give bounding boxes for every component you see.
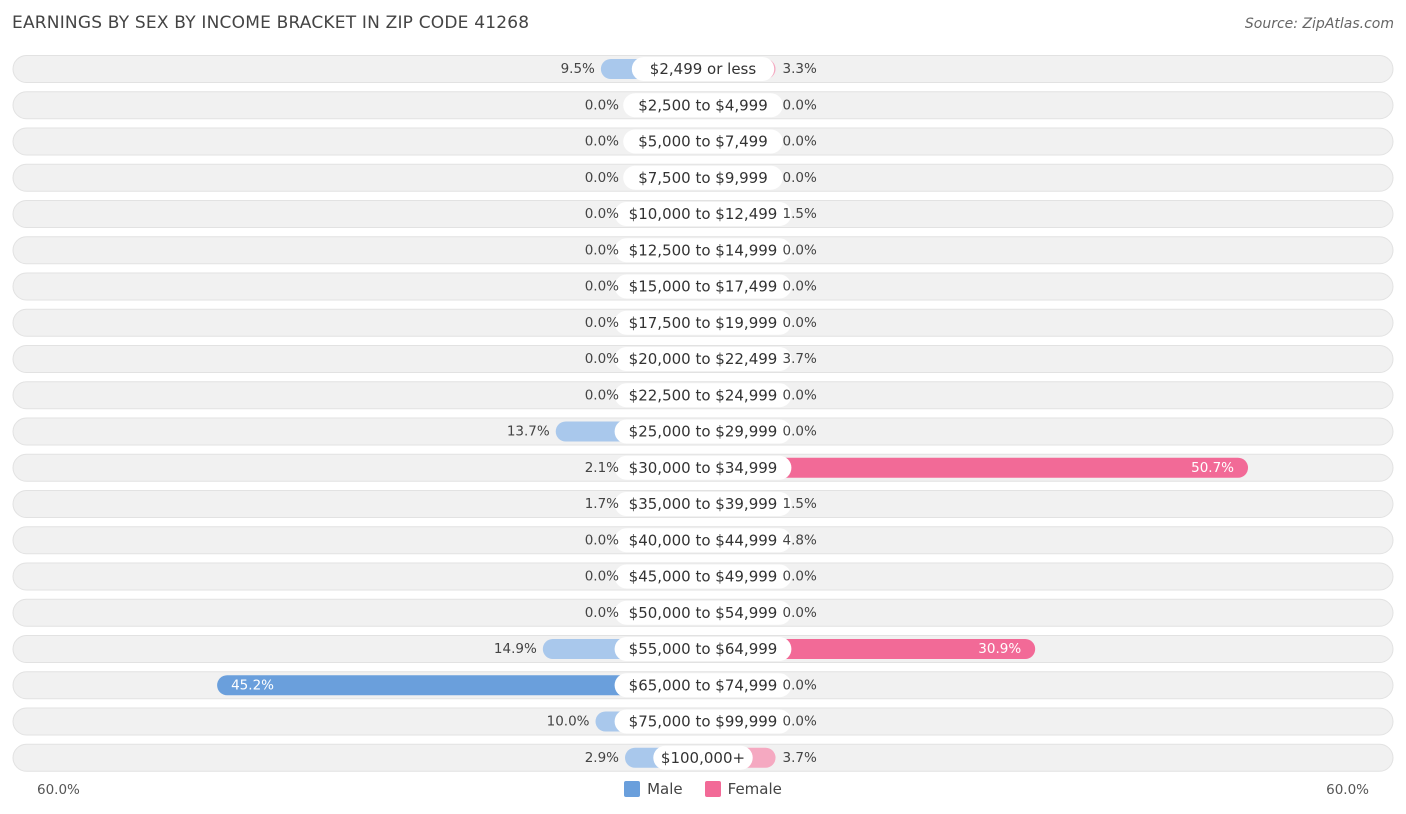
- category-label: $7,500 to $9,999: [638, 169, 768, 187]
- category-label-bg: [614, 709, 792, 734]
- category-label-bg: [614, 347, 792, 371]
- bar-male: [217, 675, 703, 696]
- legend-label-male: Male: [647, 780, 683, 798]
- chart-title: EARNINGS BY SEX BY INCOME BRACKET IN ZIP…: [12, 13, 530, 33]
- value-label-female: 3.3%: [783, 61, 817, 77]
- value-label-male: 0.0%: [585, 532, 619, 548]
- value-label-female: 0.0%: [783, 677, 817, 693]
- category-label-bg: [614, 673, 792, 698]
- category-label-bg: [614, 564, 792, 589]
- value-label-male: 0.0%: [585, 170, 619, 186]
- legend: Male Female: [0, 780, 1406, 798]
- category-label-bg: [614, 528, 792, 553]
- category-label-bg: [614, 419, 792, 444]
- legend-label-female: Female: [727, 780, 782, 798]
- value-label-male: 0.0%: [585, 206, 619, 222]
- category-label-bg: [631, 57, 775, 81]
- source-label: Source: ZipAtlas.com: [1244, 16, 1394, 32]
- category-label: $22,500 to $24,999: [629, 386, 778, 404]
- category-label: $35,000 to $39,999: [629, 495, 778, 513]
- value-label-male: 10.0%: [547, 714, 590, 730]
- axis-right-label: 60.0%: [1326, 782, 1369, 798]
- category-label: $100,000+: [661, 749, 745, 767]
- category-label-bg: [614, 637, 792, 661]
- category-label: $45,000 to $49,999: [629, 568, 778, 586]
- value-label-female: 0.0%: [783, 605, 817, 621]
- value-label-male: 9.5%: [561, 61, 595, 77]
- legend-item-female[interactable]: Female: [704, 780, 782, 798]
- category-label-bg: [623, 93, 783, 118]
- category-label: $65,000 to $74,999: [629, 676, 778, 694]
- value-label-female: 0.0%: [783, 242, 817, 258]
- value-label-female: 50.7%: [1191, 460, 1234, 476]
- value-label-female: 3.7%: [783, 351, 817, 367]
- bar-female: [703, 457, 1249, 478]
- value-label-female: 0.0%: [783, 569, 817, 585]
- category-label: $40,000 to $44,999: [629, 531, 778, 549]
- category-label-bg: [653, 745, 753, 770]
- value-label-male: 1.7%: [585, 496, 619, 512]
- value-label-male: 0.0%: [585, 315, 619, 331]
- category-label: $12,500 to $14,999: [629, 241, 778, 259]
- category-label-bg: [614, 274, 792, 299]
- legend-swatch-male: [624, 781, 641, 797]
- value-label-male: 0.0%: [585, 97, 619, 113]
- value-label-male: 0.0%: [585, 351, 619, 367]
- category-label-bg: [614, 238, 792, 263]
- value-label-female: 0.0%: [783, 170, 817, 186]
- value-label-female: 0.0%: [783, 424, 817, 440]
- legend-item-male[interactable]: Male: [624, 780, 683, 798]
- category-label: $30,000 to $34,999: [629, 459, 778, 477]
- category-label: $17,500 to $19,999: [629, 314, 778, 332]
- value-label-female: 0.0%: [783, 279, 817, 295]
- value-label-female: 0.0%: [783, 714, 817, 730]
- value-label-male: 0.0%: [585, 387, 619, 403]
- category-label-bg: [614, 383, 792, 408]
- value-label-female: 0.0%: [783, 315, 817, 331]
- category-label: $25,000 to $29,999: [629, 423, 778, 441]
- value-label-female: 0.0%: [783, 97, 817, 113]
- category-label: $5,000 to $7,499: [638, 133, 768, 151]
- value-label-female: 30.9%: [978, 641, 1021, 657]
- legend-swatch-female: [704, 781, 721, 797]
- category-label: $55,000 to $64,999: [629, 640, 778, 658]
- value-label-male: 0.0%: [585, 242, 619, 258]
- value-label-male: 45.2%: [231, 677, 274, 693]
- category-label-bg: [614, 492, 792, 516]
- category-label: $75,000 to $99,999: [629, 713, 778, 731]
- category-label-bg: [623, 165, 783, 190]
- category-label-bg: [614, 202, 792, 226]
- value-label-female: 3.7%: [783, 750, 817, 766]
- value-label-male: 2.9%: [585, 750, 619, 766]
- value-label-male: 0.0%: [585, 279, 619, 295]
- value-label-female: 1.5%: [783, 496, 817, 512]
- value-label-female: 0.0%: [783, 134, 817, 150]
- value-label-male: 0.0%: [585, 605, 619, 621]
- category-label-bg: [614, 455, 792, 480]
- value-label-male: 14.9%: [494, 641, 537, 657]
- value-label-male: 13.7%: [507, 424, 550, 440]
- category-label: $15,000 to $17,499: [629, 278, 778, 296]
- category-label: $10,000 to $12,499: [629, 205, 778, 223]
- value-label-female: 0.0%: [783, 387, 817, 403]
- axis-left-label: 60.0%: [37, 782, 80, 798]
- value-label-male: 0.0%: [585, 134, 619, 150]
- category-label: $2,500 to $4,999: [638, 96, 768, 114]
- category-label: $20,000 to $22,499: [629, 350, 778, 368]
- value-label-female: 1.5%: [783, 206, 817, 222]
- value-label-male: 0.0%: [585, 569, 619, 585]
- value-label-male: 2.1%: [585, 460, 619, 476]
- category-label: $2,499 or less: [650, 60, 757, 78]
- category-label-bg: [623, 129, 783, 154]
- category-label-bg: [614, 600, 792, 625]
- category-label: $50,000 to $54,999: [629, 604, 778, 622]
- category-label-bg: [614, 310, 792, 335]
- value-label-female: 4.8%: [783, 532, 817, 548]
